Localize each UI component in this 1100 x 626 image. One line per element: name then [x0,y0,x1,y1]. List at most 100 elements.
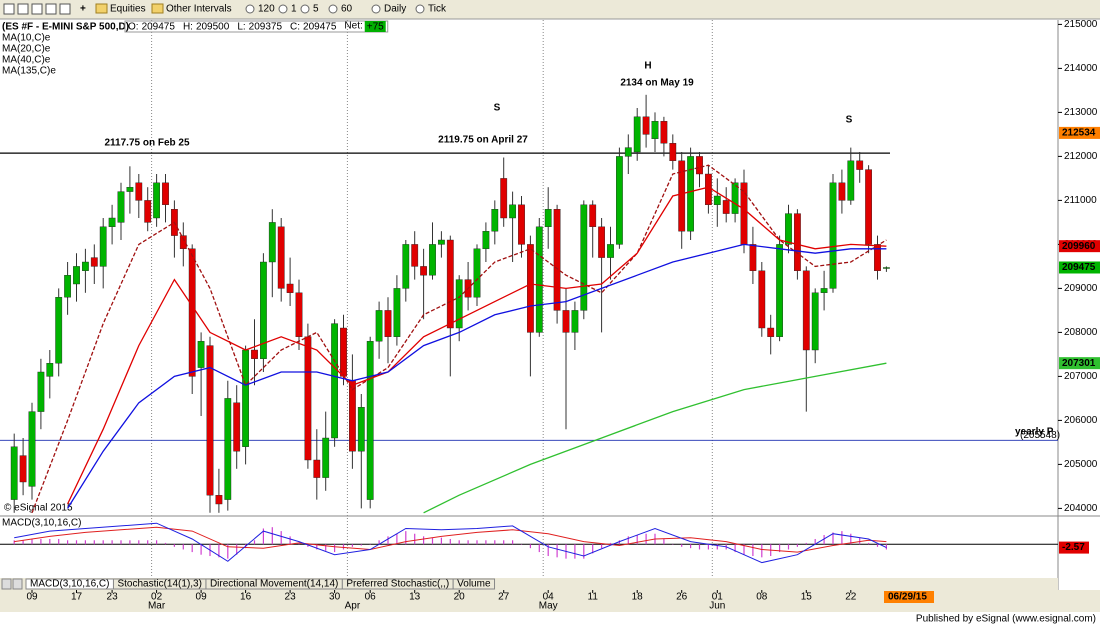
x-tick-label: 27 [498,592,510,603]
folder-icon[interactable] [151,3,164,14]
histogram-bar [378,540,380,545]
tool-icon[interactable] [31,3,43,15]
quote-label: C: [290,22,300,33]
toolbar-item[interactable]: Daily [384,4,406,15]
candle-body [473,248,481,298]
histogram-bar [485,540,487,545]
histogram-bar [583,544,585,559]
histogram-bar [734,544,736,553]
candle-body [64,275,72,298]
tool-icon[interactable] [45,3,57,15]
candle-body [847,160,855,201]
histogram-bar [218,544,220,558]
histogram-bar [805,542,807,545]
indicator-tab[interactable] [452,578,496,590]
toolbar-item[interactable]: Equities [110,4,146,15]
histogram-bar [592,544,594,554]
x-tick-label: 16 [240,592,252,603]
tool-icon[interactable] [3,3,15,15]
histogram-bar [262,528,264,545]
candle-body [678,160,686,232]
scroll-left[interactable] [1,578,12,590]
candle-body [589,204,597,228]
interval-radio[interactable] [415,4,425,14]
scroll-right[interactable] [12,578,23,590]
y-tick-label: 214000 [1064,63,1098,74]
price-marker-label: 209475 [1062,262,1096,273]
interval-radio[interactable] [278,4,288,14]
candle-body [811,292,819,351]
toolbar-item[interactable]: Other Intervals [166,4,232,15]
candle-body [251,349,258,360]
histogram-bar [841,531,843,545]
interval-radio[interactable] [300,4,310,14]
x-tick-label: 23 [107,592,119,603]
toolbar-item[interactable]: 60 [341,4,353,15]
histogram-bar [449,538,451,545]
tab-label[interactable]: Directional Movement(14,14) [210,579,338,590]
toolbar-item[interactable]: 120 [258,4,275,15]
candle-body [562,310,570,333]
toolbar-item[interactable]: 5 [313,4,319,15]
interval-radio[interactable] [245,4,255,14]
x-tick-label: 08 [756,592,768,603]
histogram-bar [601,544,603,549]
quote-box [124,20,389,33]
histogram-bar [93,540,95,545]
candle-body [758,270,766,329]
candle-body [785,213,792,245]
x-tick-label: 22 [845,592,857,603]
candle-body [420,266,427,276]
tool-icon[interactable] [17,3,29,15]
add-icon[interactable]: + [80,4,86,15]
histogram-bar [253,540,256,545]
histogram-bar [31,538,33,545]
histogram-bar [885,544,887,550]
candle-body [829,182,837,289]
interval-radio[interactable] [371,4,381,14]
candle-body [607,244,614,258]
histogram-bar [467,540,469,545]
quote-value: 209475 [303,22,337,33]
histogram-bar [316,544,318,550]
legend-entry: MA(20,C)e [2,44,51,55]
candle-body [242,349,249,448]
histogram-bar [298,542,300,545]
candle-body [179,235,187,250]
candle-body [126,186,134,192]
candle-body [73,266,80,285]
interval-radio[interactable] [328,4,338,14]
histogram-bar [84,540,86,545]
histogram-bar [779,544,781,553]
histogram-bar [556,544,558,558]
tab-label[interactable]: Stochastic(14(1),3) [117,579,201,590]
x-tick-label: 30 [329,592,341,603]
candle-body [633,116,641,153]
histogram-bar [289,536,291,545]
candle-body [188,248,196,377]
watermark: © eSignal 2015 [4,503,73,514]
tab-label[interactable]: Preferred Stochastic(,,) [346,579,449,590]
tool-icon[interactable] [59,3,71,15]
toolbar-item[interactable]: 1 [291,4,297,15]
toolbar-item[interactable]: Tick [428,4,447,15]
annotation: H [644,61,651,72]
candle-body [277,226,285,289]
annotation: S [494,103,501,114]
folder-icon[interactable] [95,3,108,14]
candle-body [429,244,436,276]
candle-body [446,239,454,329]
legend-entry: MA(40,C)e [2,55,51,66]
tab-label[interactable]: MACD(3,10,16,C) [30,579,109,590]
histogram-bar [191,544,193,553]
histogram-bar [342,544,345,550]
tab-label[interactable]: Volume [457,579,491,590]
candle-body [820,288,828,293]
candle-body [349,380,356,452]
candle-body [696,156,703,175]
histogram-bar [182,544,184,550]
candle-body [571,310,579,333]
y-tick-label: 204000 [1064,503,1098,514]
annotation: 2134 on May 19 [620,78,694,89]
